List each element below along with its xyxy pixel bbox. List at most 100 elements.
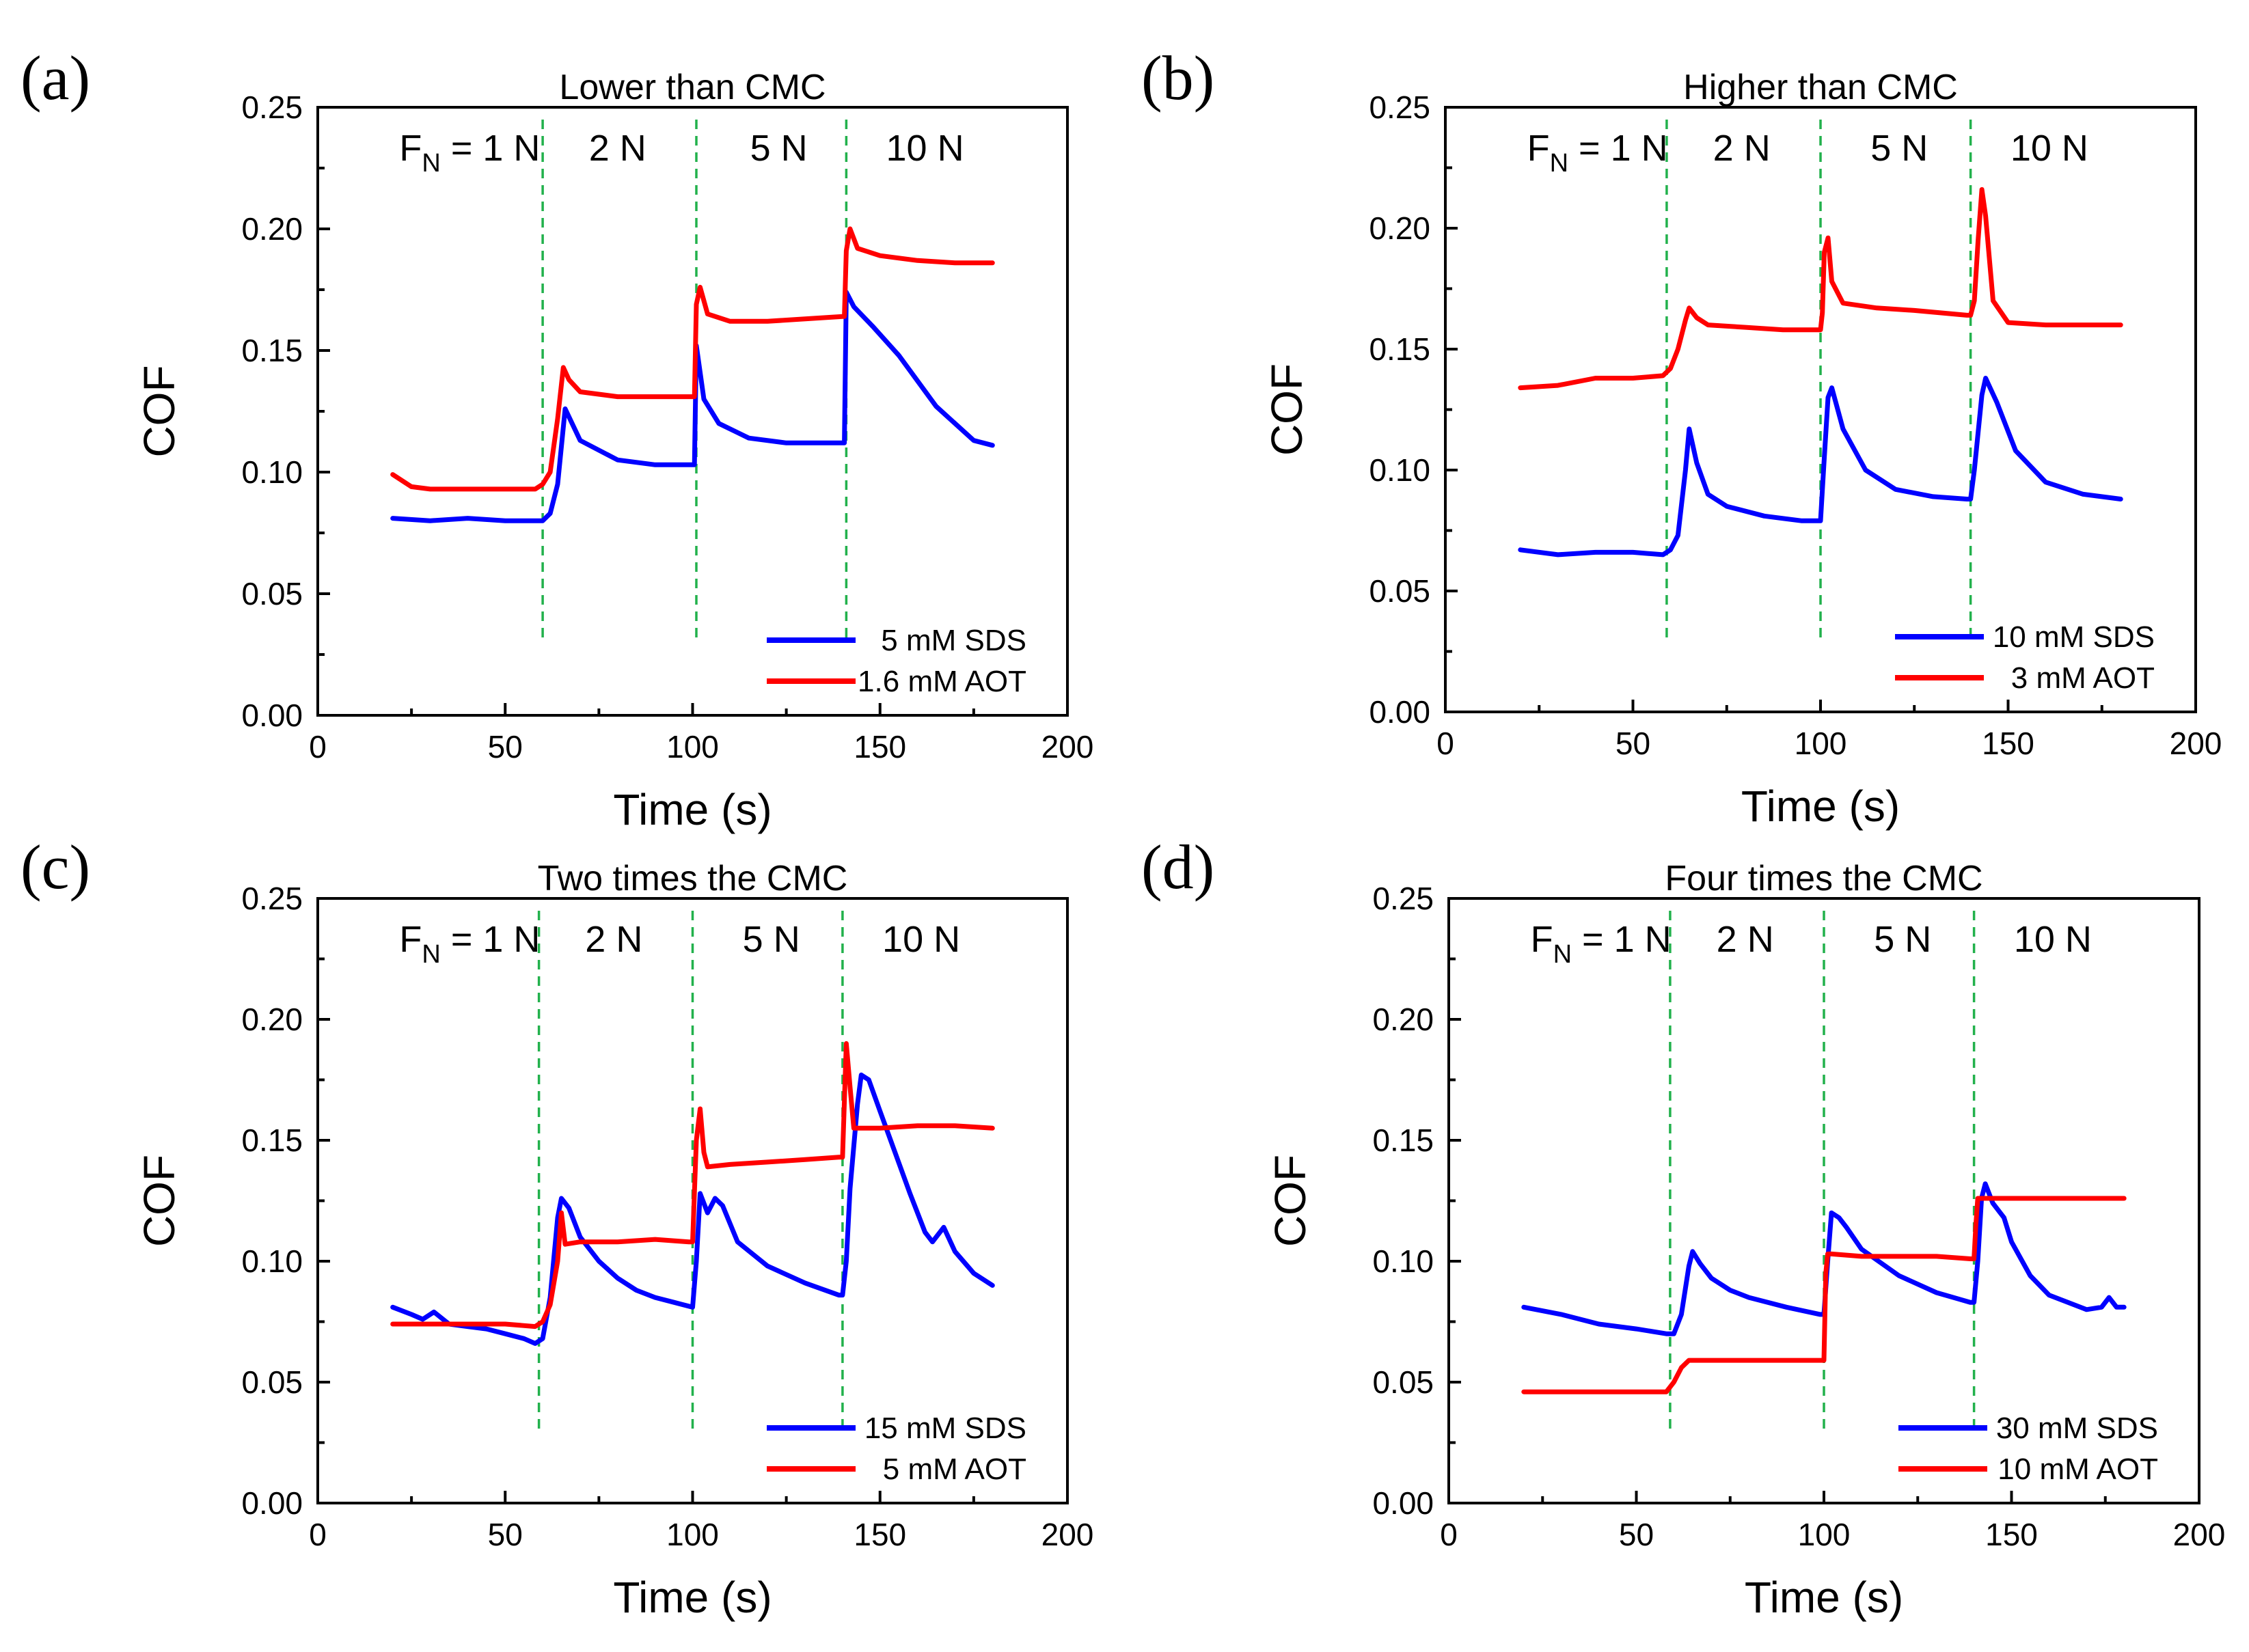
- load-label: 10 N: [2011, 128, 2088, 169]
- chart-title: Two times the CMC: [538, 859, 848, 898]
- load-label: 5 N: [743, 919, 800, 960]
- series-line-0: [1521, 1181, 2127, 1336]
- chart-panel-2: (c) Two times the CMC 0 50 100 150 200 0.00 0.05…: [21, 832, 1093, 1622]
- load-label: 10 N: [2014, 919, 2092, 960]
- force-subscript: N: [1553, 940, 1572, 969]
- x-tick-label: 150: [1985, 1517, 2038, 1552]
- y-tick-label: 0.05: [241, 1364, 303, 1400]
- series-line-0: [1518, 376, 2123, 557]
- series-line-0: [390, 1072, 995, 1346]
- legend-label-0: 5 mM SDS: [881, 624, 1026, 657]
- load-label: 2 N: [589, 128, 646, 169]
- y-tick-label: 0.10: [241, 1243, 303, 1279]
- x-tick-label: 200: [2170, 726, 2222, 761]
- y-tick-label: 0.25: [241, 881, 303, 916]
- legend-label-1: 1.6 mM AOT: [858, 665, 1026, 698]
- y-tick-label: 0.15: [1369, 331, 1430, 367]
- x-tick-label: 100: [666, 1517, 719, 1552]
- x-tick-label: 100: [666, 729, 719, 765]
- x-axis-title: Time (s): [613, 1573, 772, 1622]
- panel-label: (b): [1141, 43, 1214, 113]
- legend-label-1: 10 mM AOT: [1998, 1453, 2158, 1486]
- chart-panel-1: (b) Higher than CMC 0 50 100 150 200 0.00 0.05 0.…: [1141, 43, 2222, 831]
- x-tick-label: 150: [1982, 726, 2034, 761]
- x-tick-label: 50: [1619, 1517, 1654, 1552]
- y-tick-label: 0.20: [1372, 1002, 1434, 1037]
- x-tick-label: 0: [309, 1517, 327, 1552]
- y-axis-title: COF: [135, 365, 184, 457]
- x-tick-label: 200: [1041, 729, 1094, 765]
- chart-title: Lower than CMC: [559, 68, 826, 107]
- y-tick-label: 0.05: [241, 576, 303, 611]
- legend-label-0: 30 mM SDS: [1996, 1412, 2158, 1445]
- y-tick-label: 0.05: [1372, 1364, 1434, 1400]
- x-tick-label: 50: [488, 1517, 523, 1552]
- legend-label-1: 5 mM AOT: [883, 1453, 1026, 1486]
- x-axis-title: Time (s): [613, 785, 772, 834]
- series-line-1: [1521, 1196, 2127, 1394]
- y-tick-label: 0.25: [1369, 90, 1430, 125]
- force-symbol: F: [399, 919, 422, 960]
- x-tick-label: 150: [854, 729, 906, 765]
- force-value: = 1 N: [1568, 128, 1668, 169]
- load-label: 2 N: [1717, 919, 1774, 960]
- y-tick-label: 0.00: [241, 698, 303, 733]
- x-tick-label: 100: [1798, 1517, 1851, 1552]
- load-label-1n: FN = 1 N: [1527, 128, 1668, 178]
- series-line-0: [390, 290, 995, 523]
- legend-label-1: 3 mM AOT: [2011, 661, 2155, 695]
- y-tick-label: 0.15: [1372, 1123, 1434, 1158]
- force-value: = 1 N: [1572, 919, 1672, 960]
- series-line-1: [390, 226, 995, 492]
- load-label-1n: FN = 1 N: [399, 128, 540, 178]
- chart-panel-0: (a) Lower than CMC 0 50 100 150 200 0.00 0.05 0.1…: [21, 43, 1093, 834]
- load-label: 5 N: [1874, 919, 1931, 960]
- y-tick-label: 0.10: [1369, 452, 1430, 488]
- load-label: 5 N: [1870, 128, 1928, 169]
- y-tick-label: 0.00: [241, 1485, 303, 1521]
- y-tick-label: 0.00: [1372, 1485, 1434, 1521]
- y-tick-label: 0.20: [1369, 210, 1430, 246]
- series-line-1: [1518, 187, 2123, 391]
- y-tick-label: 0.20: [241, 1002, 303, 1037]
- force-subscript: N: [422, 940, 440, 969]
- y-tick-label: 0.00: [1369, 694, 1430, 730]
- panel-label: (a): [21, 43, 90, 113]
- load-label: 2 N: [1713, 128, 1771, 169]
- force-value: = 1 N: [441, 128, 541, 169]
- panel-label: (d): [1141, 832, 1214, 902]
- force-symbol: F: [1531, 919, 1553, 960]
- x-tick-label: 200: [1041, 1517, 1094, 1552]
- y-axis-title: COF: [1262, 363, 1311, 456]
- y-tick-label: 0.15: [241, 333, 303, 368]
- load-label: 10 N: [886, 128, 964, 169]
- x-tick-label: 200: [2173, 1517, 2226, 1552]
- y-axis-title: COF: [135, 1155, 184, 1247]
- x-tick-label: 100: [1795, 726, 1847, 761]
- x-tick-label: 0: [1436, 726, 1454, 761]
- force-subscript: N: [1550, 149, 1568, 178]
- force-symbol: F: [399, 128, 422, 169]
- chart-title: Higher than CMC: [1683, 68, 1958, 107]
- load-label: 10 N: [882, 919, 960, 960]
- y-tick-label: 0.10: [1372, 1243, 1434, 1279]
- x-tick-label: 150: [854, 1517, 906, 1552]
- legend-label-0: 15 mM SDS: [864, 1412, 1026, 1445]
- series-line-1: [390, 1041, 995, 1330]
- y-tick-label: 0.10: [241, 454, 303, 490]
- x-tick-label: 50: [488, 729, 523, 765]
- x-axis-title: Time (s): [1741, 782, 1900, 831]
- y-tick-label: 0.25: [241, 90, 303, 125]
- legend-label-0: 10 mM SDS: [1993, 620, 2155, 654]
- y-tick-label: 0.20: [241, 211, 303, 247]
- y-tick-label: 0.05: [1369, 573, 1430, 609]
- panel-label: (c): [21, 832, 90, 902]
- x-tick-label: 0: [309, 729, 327, 765]
- y-tick-label: 0.15: [241, 1123, 303, 1158]
- x-axis-title: Time (s): [1745, 1573, 1903, 1622]
- load-label-1n: FN = 1 N: [399, 919, 540, 969]
- y-axis-title: COF: [1266, 1155, 1315, 1247]
- load-label: 2 N: [585, 919, 642, 960]
- load-label-1n: FN = 1 N: [1531, 919, 1672, 969]
- force-subscript: N: [422, 149, 440, 178]
